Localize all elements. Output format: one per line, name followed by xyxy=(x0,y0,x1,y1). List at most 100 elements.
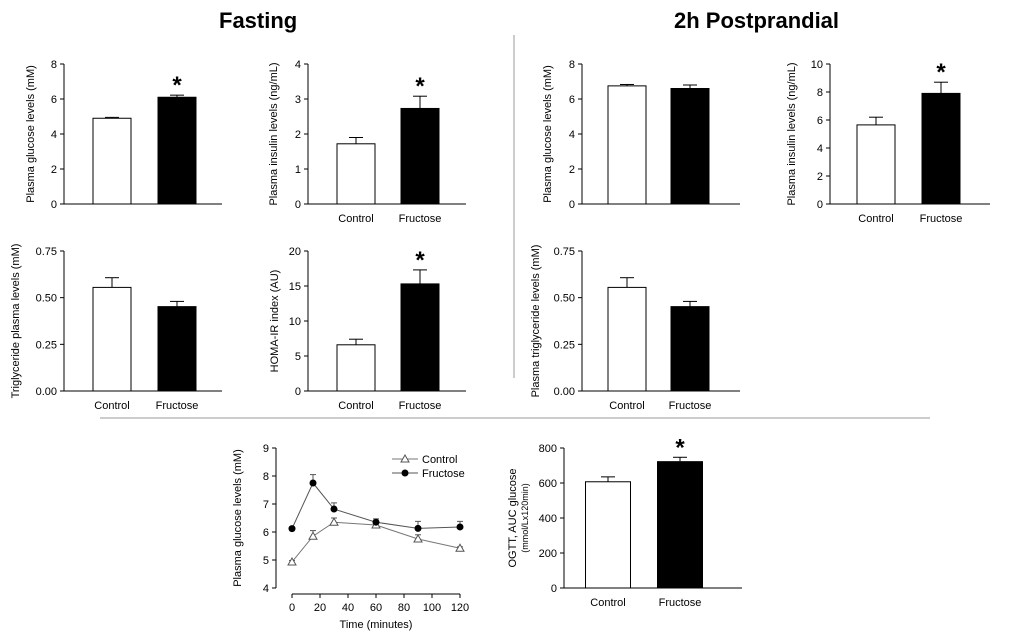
y-axis-label: Plasma insulin levels (ng/mL) xyxy=(268,62,280,205)
bar-control xyxy=(607,286,647,392)
y-tick-label: 4 xyxy=(51,129,57,141)
bar-fructose xyxy=(670,306,710,392)
category-label-control: Control xyxy=(338,400,373,412)
y-tick-label: 10 xyxy=(289,316,301,328)
significance-star: * xyxy=(415,247,425,274)
y-tick-label: 800 xyxy=(539,443,557,455)
bar-fructose xyxy=(657,461,703,589)
y-axis-label: HOMA-IR index (AU) xyxy=(269,270,281,373)
significance-star: * xyxy=(936,59,946,86)
y-tick-label: 0.00 xyxy=(36,386,57,398)
homa-panel: 0 5 10 15 20 HOMA-IR index (AU) Control * Fructo… xyxy=(269,246,466,412)
y-tick-label: 9 xyxy=(263,443,269,455)
series-line-control xyxy=(291,521,461,563)
category-label-fructose: Fructose xyxy=(399,400,442,412)
y-tick-label: 2 xyxy=(295,129,301,141)
y-tick-label: 3 xyxy=(295,94,301,106)
significance-star: * xyxy=(675,434,685,461)
bar-fructose xyxy=(921,92,961,205)
ogtt-panel: 4 5 6 7 8 9 Plasma glucose levels (mM) 0 20 40 60 8… xyxy=(232,443,469,631)
y-tick-label: 10 xyxy=(811,59,823,71)
x-tick-label: 60 xyxy=(370,602,382,614)
x-tick-label: 100 xyxy=(423,602,441,614)
y-axis-label: Triglyceride plasma levels (mM) xyxy=(10,244,22,399)
y-tick-label: 0.25 xyxy=(554,339,575,351)
y-tick-label: 15 xyxy=(289,281,301,293)
postprandial-section-title: 2h Postprandial xyxy=(674,8,840,33)
x-tick-label: 20 xyxy=(314,602,326,614)
category-label-fructose: Fructose xyxy=(659,597,702,609)
point-control xyxy=(413,533,423,543)
point-control xyxy=(287,556,297,566)
y-tick-label: 4 xyxy=(263,583,269,595)
significance-star: * xyxy=(172,72,182,99)
x-tick-label: 120 xyxy=(451,602,469,614)
legend-marker-control xyxy=(400,453,410,463)
y-tick-label: 4 xyxy=(295,59,301,71)
bar-control xyxy=(92,117,132,205)
post-glucose-panel: 0 2 4 6 8 Plasma glucose levels (mM) xyxy=(542,59,740,211)
y-axis-label: Plasma glucose levels (mM) xyxy=(542,65,554,203)
y-axis-label: Plasma insulin levels (ng/mL) xyxy=(786,62,798,205)
y-tick-label: 8 xyxy=(569,59,575,71)
y-tick-label: 0.50 xyxy=(554,293,575,305)
point-fructose xyxy=(372,518,380,526)
bar-fructose xyxy=(157,96,197,205)
point-control xyxy=(455,543,465,552)
y-tick-label: 0.25 xyxy=(36,339,57,351)
x-tick-label: 40 xyxy=(342,602,354,614)
y-tick-label: 2 xyxy=(51,164,57,176)
y-tick-label: 8 xyxy=(51,59,57,71)
significance-star: * xyxy=(415,73,425,100)
y-tick-label: 0 xyxy=(295,386,301,398)
y-tick-label: 4 xyxy=(569,129,575,141)
bar-fructose xyxy=(400,283,440,392)
series-line-fructose xyxy=(291,482,461,529)
y-tick-label: 0.75 xyxy=(554,246,575,258)
category-label-fructose: Fructose xyxy=(669,400,712,412)
category-label-control: Control xyxy=(338,213,373,225)
bar-control xyxy=(856,124,896,205)
y-axis-label: Plasma glucose levels (mM) xyxy=(25,65,37,203)
bar-control xyxy=(92,286,132,392)
legend-label-control: Control xyxy=(422,454,457,466)
category-label-fructose: Fructose xyxy=(920,213,963,225)
y-tick-label: 0 xyxy=(551,583,557,595)
y-tick-label: 0 xyxy=(51,199,57,211)
y-tick-label: 2 xyxy=(569,164,575,176)
y-tick-label: 0.00 xyxy=(554,386,575,398)
y-axis-label: Plasma triglyceride levels (mM) xyxy=(530,245,542,398)
bar-fructose xyxy=(400,107,440,205)
legend-label-fructose: Fructose xyxy=(422,468,465,480)
point-fructose xyxy=(309,479,317,487)
category-label-control: Control xyxy=(590,597,625,609)
bar-control xyxy=(607,85,647,205)
post-tg-panel: 0.00 0.25 0.50 0.75 Plasma triglyceride leve… xyxy=(530,245,740,412)
y-tick-label: 7 xyxy=(263,499,269,511)
point-fructose xyxy=(288,525,296,533)
y-tick-label: 0 xyxy=(295,199,301,211)
fasting-tg-panel: 0.00 0.25 0.50 0.75 Triglyceride plasma leve… xyxy=(10,244,222,412)
y-tick-label: 8 xyxy=(817,87,823,99)
y-tick-label: 400 xyxy=(539,513,557,525)
y-tick-label: 6 xyxy=(817,115,823,127)
category-label-control: Control xyxy=(94,400,129,412)
bar-control xyxy=(585,481,631,589)
y-tick-label: 4 xyxy=(817,143,823,155)
point-fructose xyxy=(330,505,338,513)
x-tick-label: 0 xyxy=(289,602,295,614)
y-tick-label: 6 xyxy=(569,94,575,106)
bar-fructose xyxy=(157,306,197,392)
y-tick-label: 20 xyxy=(289,246,301,258)
y-axis-label-units: (mmol/Lx120min) xyxy=(520,483,530,553)
category-label-fructose: Fructose xyxy=(399,213,442,225)
auc-panel: 0 200 400 600 800 OGTT, AUC glucose (mmol/Lx12… xyxy=(507,434,742,609)
x-axis-label: Time (minutes) xyxy=(340,619,413,631)
point-control xyxy=(308,531,318,540)
y-tick-label: 5 xyxy=(295,351,301,363)
bar-control xyxy=(336,344,376,392)
category-label-control: Control xyxy=(609,400,644,412)
category-label-fructose: Fructose xyxy=(156,400,199,412)
y-tick-label: 8 xyxy=(263,471,269,483)
y-tick-label: 5 xyxy=(263,555,269,567)
